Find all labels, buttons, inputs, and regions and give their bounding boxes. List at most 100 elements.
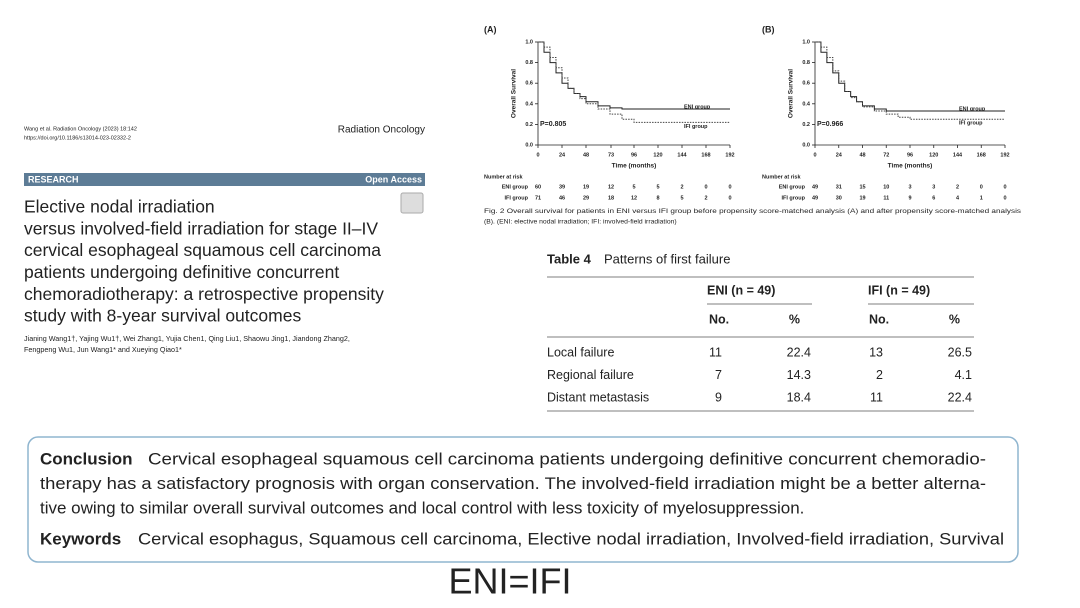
survival-curve bbox=[538, 41, 730, 110]
title-line: versus involved-field irradiation for st… bbox=[24, 218, 378, 238]
x-tick-label: 73 bbox=[608, 152, 614, 158]
x-tick-label: 0 bbox=[536, 152, 539, 158]
x-tick-label: 96 bbox=[907, 152, 913, 158]
group-header: ENI (n = 49) bbox=[707, 283, 775, 297]
table-cell: 14.3 bbox=[787, 368, 811, 382]
title-line: chemoradiotherapy: a retrospective prope… bbox=[24, 284, 384, 304]
table-cell: 22.4 bbox=[948, 391, 972, 405]
y-tick-label: 0.4 bbox=[525, 101, 534, 107]
risk-value: 39 bbox=[559, 184, 565, 190]
journal-name: Radiation Oncology bbox=[338, 125, 425, 136]
risk-value: 8 bbox=[656, 195, 659, 201]
risk-value: 0 bbox=[728, 195, 731, 201]
row-label: Distant metastasis bbox=[547, 391, 649, 405]
risk-value: 0 bbox=[704, 184, 707, 190]
y-tick-label: 0.6 bbox=[802, 81, 810, 87]
risk-value: 2 bbox=[956, 184, 959, 190]
risk-value: 5 bbox=[632, 184, 635, 190]
risk-value: 2 bbox=[680, 184, 683, 190]
keywords-text: Cervical esophagus, Squamous cell carcin… bbox=[138, 529, 1004, 548]
row-label: Regional failure bbox=[547, 368, 634, 382]
risk-value: 12 bbox=[608, 184, 614, 190]
legend-label: ENI group bbox=[959, 106, 986, 112]
y-tick-label: 0.2 bbox=[525, 122, 533, 128]
x-tick-label: 120 bbox=[653, 152, 662, 158]
row-label: Local failure bbox=[547, 345, 614, 359]
risk-value: 60 bbox=[535, 184, 541, 190]
y-axis-label: Overall Survival bbox=[511, 69, 518, 118]
x-tick-label: 72 bbox=[883, 152, 889, 158]
risk-value: 9 bbox=[908, 195, 911, 201]
sub-header: % bbox=[789, 312, 800, 326]
table-cell: 22.4 bbox=[787, 345, 811, 359]
x-tick-label: 0 bbox=[813, 152, 816, 158]
sub-header: No. bbox=[869, 312, 889, 326]
risk-row-name: ENI group bbox=[502, 184, 529, 190]
table-cell: 13 bbox=[869, 345, 883, 359]
panel-label: (B) bbox=[762, 24, 775, 34]
risk-row-name: IFI group bbox=[504, 195, 528, 201]
risk-value: 71 bbox=[535, 195, 541, 201]
x-tick-label: 48 bbox=[583, 152, 589, 158]
risk-value: 29 bbox=[583, 195, 589, 201]
x-tick-label: 96 bbox=[631, 152, 637, 158]
x-tick-label: 120 bbox=[929, 152, 938, 158]
risk-value: 4 bbox=[956, 195, 960, 201]
figure-caption: (B). (ENI: elective nodal irradiation; I… bbox=[484, 218, 677, 225]
risk-value: 10 bbox=[883, 184, 889, 190]
access-label: Open Access bbox=[365, 174, 422, 184]
title-line: study with 8-year survival outcomes bbox=[24, 306, 301, 326]
panel-label: (A) bbox=[484, 24, 497, 34]
risk-value: 2 bbox=[704, 195, 707, 201]
x-tick-label: 144 bbox=[677, 152, 687, 158]
footer-note: ENI=IFI bbox=[448, 561, 571, 602]
check-updates-icon bbox=[400, 192, 424, 214]
x-tick-label: 168 bbox=[977, 152, 986, 158]
table-cell: 11 bbox=[709, 345, 722, 359]
x-tick-label: 192 bbox=[1000, 152, 1009, 158]
risk-value: 18 bbox=[608, 195, 614, 201]
y-tick-label: 0.0 bbox=[525, 142, 533, 148]
figure-caption: Fig. 2 Overall survival for patients in … bbox=[484, 208, 1022, 215]
y-tick-label: 0.8 bbox=[802, 60, 810, 66]
table-cell: 2 bbox=[876, 368, 883, 382]
y-tick-label: 1.0 bbox=[802, 39, 810, 45]
survival-curve bbox=[815, 41, 1005, 120]
risk-value: 6 bbox=[932, 195, 935, 201]
table-cell: 9 bbox=[715, 391, 722, 405]
x-tick-label: 144 bbox=[953, 152, 963, 158]
survival-curve bbox=[815, 41, 1005, 112]
table-caption: Patterns of first failure bbox=[604, 251, 730, 266]
author-line: Fengpeng Wu1, Jun Wang1* and Xueying Qia… bbox=[24, 345, 182, 354]
risk-value: 1 bbox=[980, 195, 983, 201]
risk-value: 5 bbox=[680, 195, 683, 201]
risk-value: 19 bbox=[859, 195, 865, 201]
risk-value: 3 bbox=[908, 184, 911, 190]
x-tick-label: 168 bbox=[701, 152, 710, 158]
y-tick-label: 0.6 bbox=[525, 81, 533, 87]
title-line: cervical esophageal squamous cell carcin… bbox=[24, 240, 381, 260]
keywords-heading: Keywords bbox=[40, 529, 121, 548]
title-line: patients undergoing definitive concurren… bbox=[24, 262, 339, 282]
y-tick-label: 0.8 bbox=[525, 60, 533, 66]
risk-title: Number at risk bbox=[484, 174, 523, 180]
citation: Wang et al. Radiation Oncology (2023) 18… bbox=[24, 126, 137, 132]
x-axis-label: Time (months) bbox=[888, 163, 933, 170]
section-label: RESEARCH bbox=[28, 174, 79, 184]
y-tick-label: 1.0 bbox=[525, 39, 533, 45]
section-bar bbox=[24, 173, 425, 186]
table-cell: 11 bbox=[870, 391, 883, 405]
x-tick-label: 24 bbox=[836, 152, 843, 158]
risk-row-name: ENI group bbox=[779, 184, 806, 190]
risk-value: 19 bbox=[583, 184, 589, 190]
table-label: Table 4 bbox=[547, 251, 592, 266]
risk-value: 3 bbox=[932, 184, 935, 190]
conclusion-box bbox=[27, 436, 1019, 563]
title-line: Elective nodal irradiation bbox=[24, 197, 215, 217]
x-tick-label: 48 bbox=[859, 152, 865, 158]
risk-value: 0 bbox=[1003, 195, 1006, 201]
author-line: Jianing Wang1†, Yajing Wu1†, Wei Zhang1,… bbox=[24, 334, 350, 343]
risk-value: 0 bbox=[728, 184, 731, 190]
risk-value: 0 bbox=[980, 184, 983, 190]
